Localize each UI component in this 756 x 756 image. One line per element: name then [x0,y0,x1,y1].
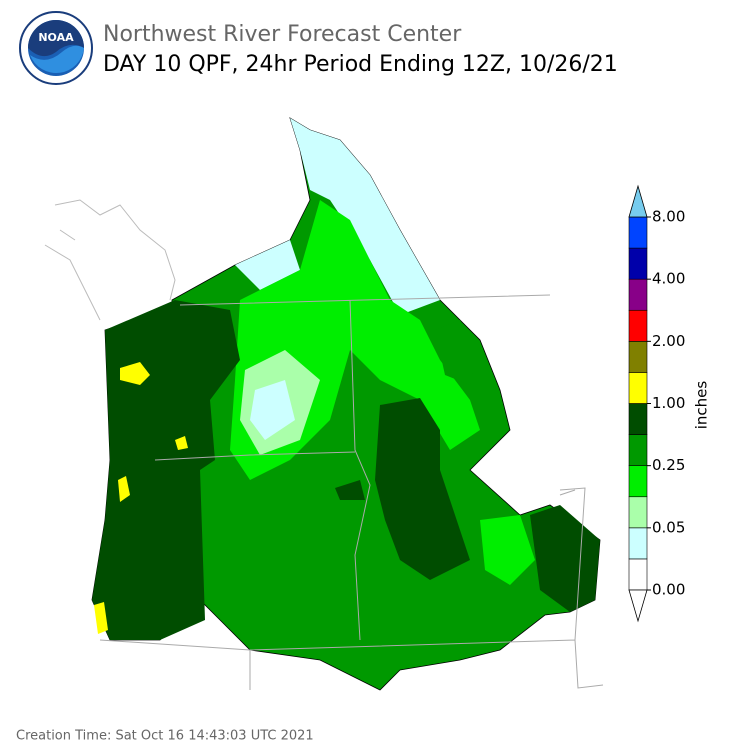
legend-swatch [628,558,648,591]
legend-swatch [628,309,648,342]
legend-over [628,184,648,218]
legend-tick-label: 0.00 [652,581,685,599]
map [44,117,604,691]
legend-swatch [628,496,648,529]
legend-swatch [628,216,648,249]
legend-under [628,589,648,623]
legend-swatch [628,465,648,498]
legend-swatch [628,403,648,435]
legend-tick-label: 0.05 [652,518,685,536]
footer: Creation Time: Sat Oct 16 14:43:03 UTC 2… [16,729,314,744]
legend-swatch [628,434,648,466]
noaa-logo: NOAA [19,11,93,85]
legend-swatch [628,527,648,560]
legend-label: inches [693,381,711,430]
legend-swatch [628,372,648,404]
subtitle: DAY 10 QPF, 24hr Period Ending 12Z, 10/2… [103,52,618,77]
legend-tick-label: 1.00 [652,394,685,412]
legend: inches 0.00 0.05 0.25 1.00 2.00 4.00 8.00 [628,184,711,623]
legend-tick-label: 8.00 [652,208,685,226]
legend-swatch [628,341,648,373]
legend-tick-label: 4.00 [652,270,685,288]
legend-swatch [628,278,648,311]
logo-text: NOAA [38,31,74,44]
legend-swatch [628,247,648,280]
legend-tick-label: 0.25 [652,456,685,474]
legend-tick-label: 2.00 [652,332,685,350]
title: Northwest River Forecast Center [103,22,462,47]
